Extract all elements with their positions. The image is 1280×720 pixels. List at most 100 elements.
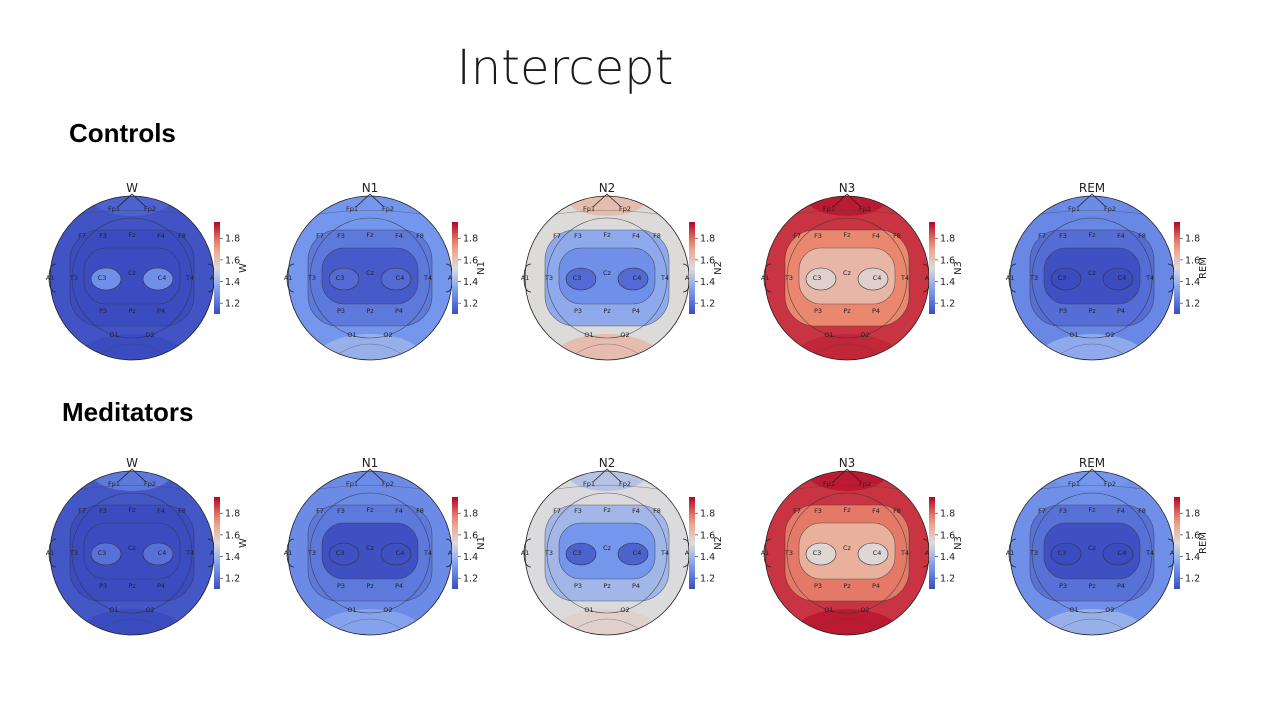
electrode-label-p3: P3	[99, 307, 107, 315]
electrode-label-pz: Pz	[366, 307, 374, 315]
electrode-label-o1: O1	[584, 331, 593, 339]
electrode-label-fp2: Fp2	[859, 480, 871, 488]
nose	[832, 468, 862, 483]
electrode-label-f3: F3	[337, 507, 345, 515]
colorbar-tick-label: 1.2	[700, 574, 715, 585]
colorbar-tick-label: 1.2	[940, 574, 955, 585]
colorbar	[214, 222, 220, 314]
colorbar-label: N3	[953, 536, 964, 550]
frontal-region	[805, 196, 889, 216]
electrode-label-c4: C4	[158, 549, 167, 557]
scalp-map	[525, 471, 689, 635]
electrode-label-c3: C3	[98, 274, 107, 282]
electrode-label-c4: C4	[158, 274, 167, 282]
right-central-blob	[142, 542, 174, 566]
right-central-blob	[380, 267, 412, 291]
occipital-region	[77, 609, 187, 635]
frontal-region	[90, 196, 174, 216]
electrode-label-p3: P3	[1059, 582, 1067, 590]
colorbar-tick-label: 1.2	[700, 299, 715, 310]
colorbar-tick-label: 1.8	[700, 234, 715, 245]
colorbar	[214, 497, 220, 589]
electrode-label-o2: O2	[860, 331, 869, 339]
topomap-svg: N1Fp1Fp2F7F3FzF4F8A1T3C3CzC4T4A2P3PzP4O1…	[284, 181, 487, 361]
colorbar-tick-label: 1.8	[940, 234, 955, 245]
electrode-label-fp2: Fp2	[144, 480, 156, 488]
electrode-label-f4: F4	[1117, 232, 1125, 240]
stage-title: REM	[1079, 456, 1105, 470]
electrode-label-f8: F8	[178, 507, 186, 515]
stage-title: N1	[362, 181, 379, 195]
electrode-label-o1: O1	[109, 331, 118, 339]
electrode-label-f4: F4	[395, 507, 403, 515]
nose	[592, 193, 622, 208]
scalp-map	[288, 471, 452, 635]
colorbar-label: REM	[1198, 532, 1209, 554]
slide-title: Intercept	[456, 40, 674, 96]
electrode-label-f4: F4	[157, 232, 165, 240]
electrode-label-f8: F8	[416, 232, 424, 240]
right-central-blob	[1102, 267, 1134, 291]
electrode-label-p4: P4	[872, 582, 880, 590]
electrode-label-a1: A1	[46, 274, 55, 282]
colorbar-label: W	[238, 263, 249, 273]
electrode-label-t4: T4	[660, 549, 669, 557]
electrode-label-fz: Fz	[1088, 231, 1096, 239]
electrode-label-f8: F8	[653, 232, 661, 240]
left-central-blob	[328, 267, 360, 291]
electrode-label-t3: T3	[1029, 549, 1038, 557]
colorbar-tick-label: 1.4	[463, 552, 478, 563]
electrode-label-p3: P3	[99, 582, 107, 590]
left-central-blob	[1050, 267, 1082, 291]
electrode-label-pz: Pz	[1088, 582, 1096, 590]
electrode-label-fz: Fz	[1088, 506, 1096, 514]
frontal-region	[805, 471, 889, 491]
electrode-label-pz: Pz	[128, 307, 136, 315]
electrode-ring	[71, 217, 193, 339]
topomap-svg: N2Fp1Fp2F7F3FzF4F8A1T3C3CzC4T4A2P3PzP4O1…	[521, 456, 724, 636]
electrode-label-a1: A1	[284, 549, 293, 557]
electrode-label-cz: Cz	[366, 544, 375, 552]
electrode-label-fp1: Fp1	[823, 205, 835, 213]
electrode-label-f7: F7	[793, 232, 801, 240]
electrode-label-fp1: Fp1	[1068, 205, 1080, 213]
colorbar-tick-label: 1.8	[700, 509, 715, 520]
electrode-label-f7: F7	[1038, 232, 1046, 240]
topomap-svg: N1Fp1Fp2F7F3FzF4F8A1T3C3CzC4T4A2P3PzP4O1…	[284, 456, 487, 636]
electrode-label-f7: F7	[316, 507, 324, 515]
electrode-label-t4: T4	[1145, 274, 1154, 282]
electrode-label-c4: C4	[1118, 549, 1127, 557]
frontal-region	[565, 196, 649, 216]
topomap-panel: N2Fp1Fp2F7F3FzF4F8A1T3C3CzC4T4A2P3PzP4O1…	[521, 455, 765, 655]
electrode-label-cz: Cz	[843, 544, 852, 552]
frontal-region	[565, 471, 649, 491]
occipital-region	[77, 334, 187, 360]
electrode-label-f3: F3	[337, 232, 345, 240]
topomap-svg: WFp1Fp2F7F3FzF4F8A1T3C3CzC4T4A2P3PzP4O1O…	[46, 456, 249, 636]
electrode-label-fp1: Fp1	[108, 205, 120, 213]
electrode-label-a1: A1	[46, 549, 55, 557]
electrode-label-o1: O1	[1069, 331, 1078, 339]
stage-title: N3	[839, 181, 856, 195]
electrode-label-f7: F7	[553, 232, 561, 240]
left-central-blob	[1050, 542, 1082, 566]
left-ear	[763, 538, 772, 568]
electrode-label-a1: A1	[761, 274, 770, 282]
right-central-blob	[142, 267, 174, 291]
occipital-region	[792, 334, 902, 360]
electrode-label-f8: F8	[653, 507, 661, 515]
electrode-ring	[786, 217, 908, 339]
electrode-label-c3: C3	[1058, 274, 1067, 282]
electrode-label-c3: C3	[813, 274, 822, 282]
nose	[117, 468, 147, 483]
electrode-label-o2: O2	[145, 606, 154, 614]
electrode-label-a1: A1	[1006, 274, 1015, 282]
left-central-blob	[805, 267, 837, 291]
electrode-label-c4: C4	[396, 274, 405, 282]
colorbar	[689, 222, 695, 314]
topomap-svg: N2Fp1Fp2F7F3FzF4F8A1T3C3CzC4T4A2P3PzP4O1…	[521, 181, 724, 361]
colorbar-tick-label: 1.6	[940, 530, 955, 541]
topomap-panel: WFp1Fp2F7F3FzF4F8A1T3C3CzC4T4A2P3PzP4O1O…	[46, 180, 290, 380]
electrode-label-t3: T3	[544, 549, 553, 557]
electrode-label-p4: P4	[632, 582, 640, 590]
